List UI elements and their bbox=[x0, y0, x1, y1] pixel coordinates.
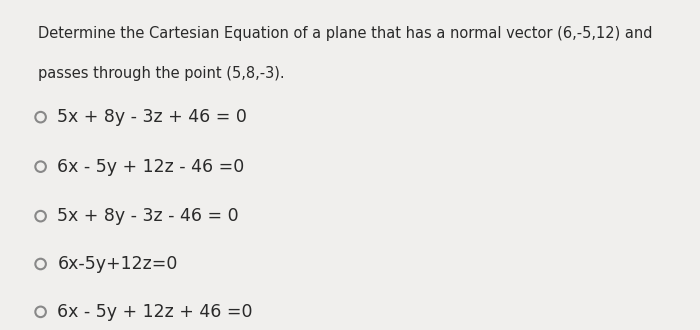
Text: Determine the Cartesian Equation of a plane that has a normal vector (6,-5,12) a: Determine the Cartesian Equation of a pl… bbox=[38, 26, 653, 41]
Text: 5x + 8y - 3z - 46 = 0: 5x + 8y - 3z - 46 = 0 bbox=[57, 207, 239, 225]
Text: 5x + 8y - 3z + 46 = 0: 5x + 8y - 3z + 46 = 0 bbox=[57, 108, 247, 126]
Text: 6x-5y+12z=0: 6x-5y+12z=0 bbox=[57, 255, 178, 273]
Text: 6x - 5y + 12z - 46 =0: 6x - 5y + 12z - 46 =0 bbox=[57, 158, 245, 176]
Text: passes through the point (5,8,-3).: passes through the point (5,8,-3). bbox=[38, 66, 285, 81]
Text: 6x - 5y + 12z + 46 =0: 6x - 5y + 12z + 46 =0 bbox=[57, 303, 253, 321]
